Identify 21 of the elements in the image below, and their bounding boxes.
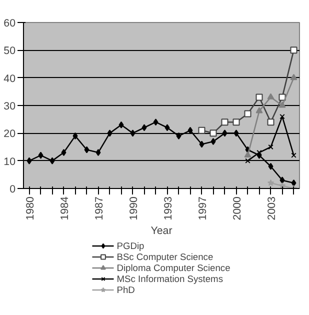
x-tick-label: 1990: [128, 196, 140, 220]
x-tick-label: 2003: [266, 196, 278, 220]
legend-label: Diploma Computer Science: [116, 262, 230, 273]
legend-label: BSc Computer Science: [116, 251, 214, 262]
y-tick-label: 40: [4, 72, 16, 85]
x-tick-label: 1993: [162, 196, 174, 220]
legend-label: PhD: [116, 284, 136, 295]
x-tick-label: 1997: [196, 196, 209, 220]
x-tick-label: 2000: [231, 196, 244, 220]
y-tick-label: 10: [4, 156, 16, 168]
x-tick-label: 1987: [93, 196, 106, 220]
x-tick-label: 1980: [24, 196, 36, 220]
x-axis-title: Year: [150, 225, 173, 238]
y-tick-label: 20: [4, 128, 16, 140]
y-tick-label: 50: [4, 45, 16, 58]
x-tick-label: 1984: [58, 196, 71, 220]
legend-label: MSc Information Systems: [116, 273, 224, 284]
y-tick-label: 30: [4, 100, 16, 112]
y-tick-label: 0: [10, 184, 16, 196]
y-tick-label: 60: [4, 18, 16, 30]
legend-label: PGDip: [116, 240, 144, 251]
